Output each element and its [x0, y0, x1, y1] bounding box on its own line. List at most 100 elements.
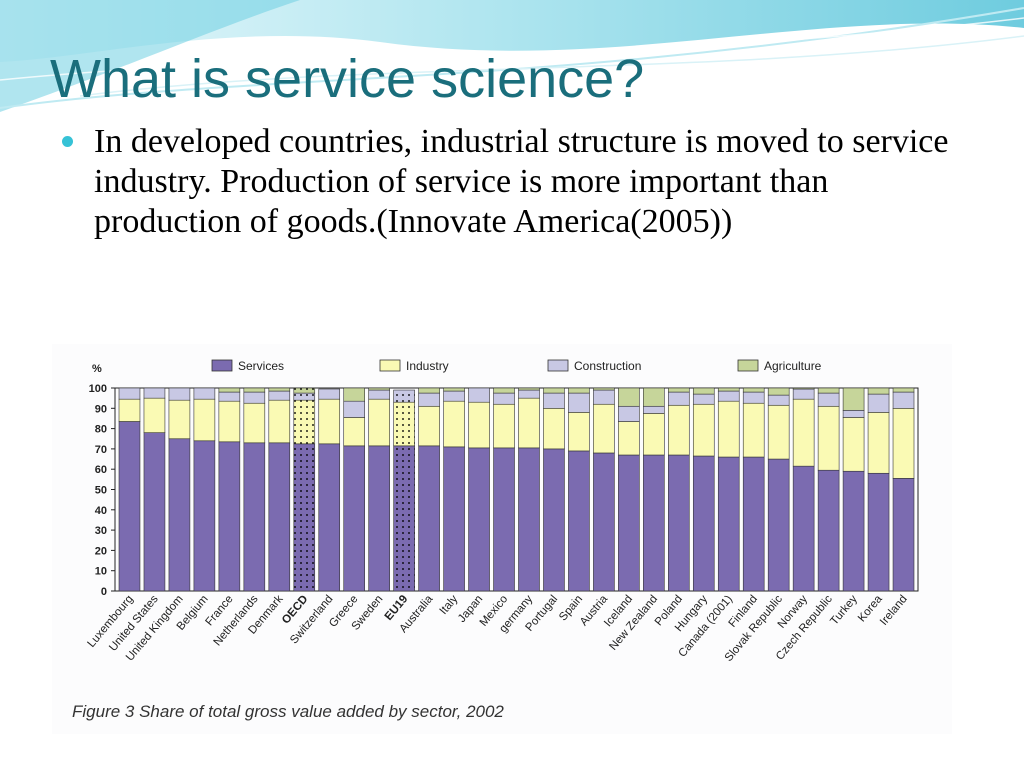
legend-swatch-industry	[379, 359, 401, 372]
bar-ireland-construction	[892, 391, 915, 409]
legend-swatch-construction	[547, 359, 569, 372]
bar-ireland-industry	[892, 408, 915, 479]
bar-hungary-services	[692, 455, 715, 592]
bar-pattern-oecd-services	[293, 443, 315, 591]
bar-united-states-industry	[143, 397, 166, 433]
bar-australia-industry	[418, 405, 440, 447]
bar-sweden-industry	[368, 398, 390, 447]
bar-korea-services	[867, 472, 890, 592]
bar-pattern-oecd-industry	[293, 400, 315, 444]
bar-pattern-eu19-industry	[393, 402, 415, 446]
bar-australia-services	[418, 445, 440, 592]
bar-ireland-agriculture	[892, 387, 915, 393]
bar-australia-construction	[418, 392, 440, 407]
bar-finland-services	[742, 456, 765, 592]
bar-slovak-republic-services	[767, 458, 790, 592]
bar-italy-agriculture	[443, 387, 465, 392]
bar-spain-industry	[568, 412, 590, 452]
bar-norway-construction	[792, 388, 815, 400]
bar-united-kingdom-industry	[168, 399, 191, 440]
y-tick-label: 30	[95, 525, 107, 537]
bar-finland-construction	[742, 391, 765, 404]
bar-netherlands-services	[243, 442, 266, 592]
y-tick-label: 80	[95, 424, 107, 436]
bar-iceland-agriculture	[618, 387, 640, 407]
bar-slovak-republic-agriculture	[767, 387, 790, 396]
bar-norway-agriculture	[792, 387, 815, 390]
bullet-icon	[62, 136, 73, 147]
bar-sweden-services	[368, 445, 390, 592]
y-tick-label: 100	[89, 383, 107, 395]
y-tick-label: 60	[95, 464, 107, 476]
bar-australia-agriculture	[418, 387, 440, 394]
figure-panel: Services Industry Construction Agriculture …	[52, 344, 952, 734]
bar-portugal-services	[543, 448, 565, 592]
bar-germany-construction	[518, 389, 540, 399]
bar-canada-2001-services	[717, 456, 740, 592]
bar-denmark-agriculture	[268, 387, 291, 392]
bar-turkey-construction	[842, 410, 865, 418]
bar-czech-republic-construction	[817, 392, 840, 407]
x-tick-label-italy: Italy	[438, 593, 461, 617]
bar-france-construction	[218, 391, 241, 402]
bar-pattern-eu19-services	[393, 445, 415, 591]
bar-poland-construction	[668, 391, 690, 406]
bar-switzerland-construction	[318, 388, 341, 400]
bar-spain-agriculture	[568, 387, 590, 394]
bar-finland-agriculture	[742, 387, 765, 393]
bar-japan-construction	[468, 387, 490, 403]
bar-turkey-industry	[842, 417, 865, 472]
y-tick-label: 20	[95, 545, 107, 557]
bar-poland-agriculture	[668, 387, 690, 393]
bar-turkey-services	[842, 470, 865, 592]
y-tick-label: 10	[95, 566, 107, 578]
bar-mexico-agriculture	[493, 387, 515, 394]
bar-denmark-industry	[268, 399, 291, 444]
bar-denmark-construction	[268, 390, 291, 401]
legend-label-agriculture: Agriculture	[764, 359, 822, 373]
bar-canada-2001-agriculture	[717, 387, 740, 392]
bar-pattern-eu19-construction	[393, 390, 415, 403]
bar-germany-agriculture	[518, 387, 540, 391]
x-tick-label-turkey: Turkey	[828, 593, 860, 628]
bar-greece-agriculture	[343, 387, 365, 402]
y-tick-label: 70	[95, 444, 107, 456]
bar-new-zealand-construction	[643, 405, 665, 414]
bar-slovak-republic-construction	[767, 394, 790, 406]
x-tick-label-ireland: Ireland	[878, 593, 910, 628]
bar-slovak-republic-industry	[767, 404, 790, 460]
bar-canada-2001-construction	[717, 390, 740, 402]
bar-netherlands-industry	[243, 402, 266, 444]
bar-spain-construction	[568, 392, 590, 413]
bar-united-kingdom-construction	[168, 387, 191, 401]
bar-czech-republic-industry	[817, 405, 840, 471]
bar-luxembourg-industry	[118, 398, 141, 422]
bar-japan-services	[468, 447, 490, 592]
bar-poland-industry	[668, 404, 690, 456]
bar-poland-services	[668, 454, 690, 592]
bar-portugal-agriculture	[543, 387, 565, 394]
bar-luxembourg-construction	[118, 387, 141, 400]
header-wave-decoration	[0, 0, 1024, 112]
stacked-bar-chart: Services Industry Construction Agriculture …	[85, 359, 919, 664]
bar-united-kingdom-services	[168, 438, 191, 592]
wave-line-2	[79, 35, 1024, 97]
bar-hungary-construction	[692, 393, 715, 405]
bar-mexico-services	[493, 447, 515, 592]
legend-swatch-services	[211, 359, 233, 372]
bar-belgium-services	[193, 440, 216, 592]
bar-luxembourg-services	[118, 421, 141, 592]
slide-title: What is service science?	[50, 49, 645, 109]
bar-sweden-agriculture	[368, 387, 390, 391]
bar-netherlands-agriculture	[243, 387, 266, 393]
bar-pattern-oecd-construction	[293, 393, 315, 401]
legend-label-services: Services	[238, 359, 284, 373]
bar-switzerland-industry	[318, 398, 341, 445]
bar-spain-services	[568, 450, 590, 592]
bar-finland-industry	[742, 402, 765, 458]
legend-label-construction: Construction	[574, 359, 641, 373]
bar-sweden-construction	[368, 389, 390, 400]
bullet-text: In developed countries, industrial struc…	[94, 123, 949, 240]
bar-norway-industry	[792, 398, 815, 467]
bar-germany-industry	[518, 397, 540, 449]
